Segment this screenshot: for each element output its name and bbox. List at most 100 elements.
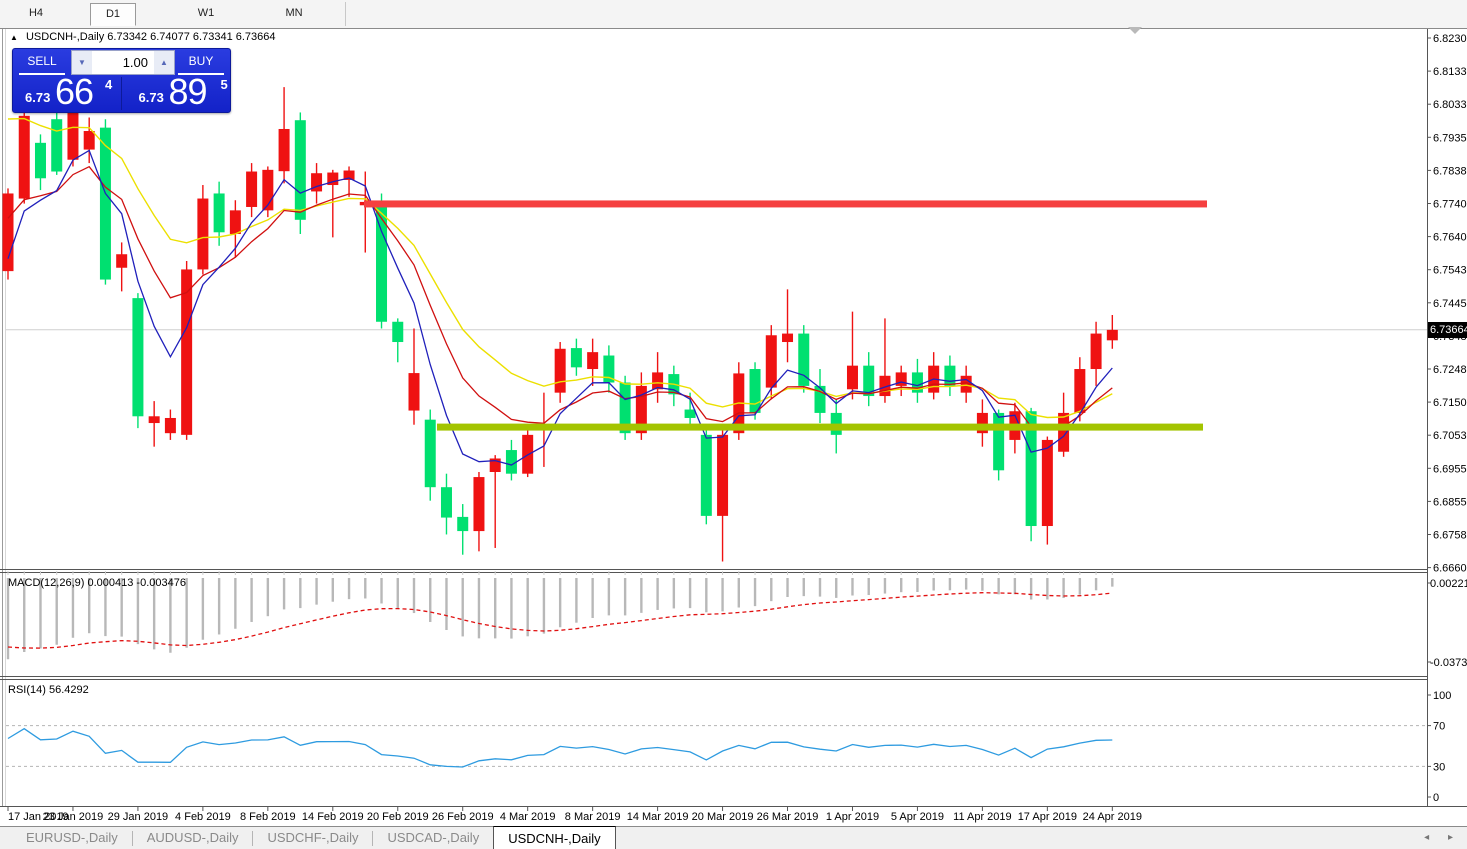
candle-body: [457, 516, 469, 532]
sell-price-button[interactable]: 6.73 66 4: [25, 71, 113, 112]
candle-body: [993, 412, 1005, 471]
date-axis-label: 23 Jan 2019: [43, 811, 104, 823]
period-button-h4[interactable]: H4: [28, 7, 44, 19]
price-axis-label: 6.68555: [1433, 496, 1467, 508]
candle-body: [34, 142, 46, 179]
date-axis-label: 11 Apr 2019: [953, 811, 1012, 823]
volume-control: ▼ 1.00 ▲: [71, 50, 175, 75]
resistance-line[interactable]: [364, 200, 1207, 208]
candle-body: [83, 131, 95, 150]
candle-body: [717, 434, 729, 516]
candle-body: [294, 120, 306, 220]
price-axis-label: 6.67580: [1433, 530, 1467, 542]
toolbar-separator: [345, 2, 346, 26]
volume-decrease-button[interactable]: ▼: [72, 51, 92, 74]
candle-body: [846, 365, 858, 390]
period-button-d1[interactable]: D1: [90, 3, 136, 26]
macd-label: MACD(12,26,9) 0.000413 -0.003476: [8, 577, 186, 589]
candle-body: [278, 128, 290, 172]
candle-body: [554, 348, 566, 393]
rsi-line: [7, 727, 1113, 768]
candle-body: [424, 419, 436, 488]
candle-body: [1090, 333, 1102, 370]
collapse-triangle-icon[interactable]: ▲: [10, 33, 18, 42]
macd-axis-label: -0.037368: [1430, 657, 1467, 669]
macd-axis-label: 0.002212: [1430, 578, 1467, 590]
candle-body: [99, 127, 111, 280]
period-button-w1[interactable]: W1: [197, 7, 215, 19]
price-axis-label: 6.77405: [1433, 199, 1467, 211]
volume-increase-button[interactable]: ▲: [154, 51, 174, 74]
date-axis-label: 20 Feb 2019: [367, 811, 429, 823]
price-axis-label: 6.66605: [1433, 563, 1467, 575]
buy-price-button[interactable]: 6.73 89 5: [138, 71, 228, 112]
candle-body: [408, 373, 420, 411]
support-line[interactable]: [437, 423, 1203, 431]
rsi-axis-label: 30: [1433, 761, 1445, 773]
candle-body: [392, 321, 404, 343]
date-axis-label: 4 Mar 2019: [500, 811, 556, 823]
price-axis-label: 6.79355: [1433, 132, 1467, 144]
period-button-mn[interactable]: MN: [285, 7, 303, 19]
candle-body: [960, 375, 972, 393]
price-axis-label: 6.75430: [1433, 265, 1467, 277]
symbol-tab-usdchf[interactable]: USDCHF-,Daily: [267, 830, 359, 845]
candle-body: [570, 348, 582, 368]
symbol-tab-usdcnh[interactable]: USDCNH-,Daily: [493, 826, 616, 849]
symbol-tab-eurusd[interactable]: EURUSD-,Daily: [26, 830, 118, 845]
rsi-axis-label: 70: [1433, 721, 1445, 733]
candle-body: [700, 434, 712, 516]
price-axis-label: 6.72480: [1433, 364, 1467, 376]
price-axis-label: 6.80330: [1433, 99, 1467, 111]
ma-slow-line: [7, 117, 1113, 419]
date-axis-label: 14 Feb 2019: [302, 811, 364, 823]
symbol-name: USDCNH-,Daily: [25, 31, 105, 43]
candle-body: [343, 170, 355, 180]
volume-input[interactable]: 1.00: [122, 55, 148, 70]
candle-body: [911, 372, 923, 393]
date-axis-label: 17 Jan 2019: [8, 811, 69, 823]
chart-shift-marker-icon[interactable]: [1128, 27, 1142, 34]
macd-signal-line: [7, 592, 1113, 649]
ma-fast-line: [7, 149, 1113, 466]
symbol-tab-usdcad[interactable]: USDCAD-,Daily: [387, 830, 480, 845]
candle-body: [213, 193, 225, 233]
buy-button[interactable]: BUY: [175, 52, 227, 75]
price-axis-label: 6.76405: [1433, 232, 1467, 244]
date-axis-label: 14 Mar 2019: [627, 811, 689, 823]
ma-mid-line: [7, 165, 1113, 430]
candle-body: [765, 335, 777, 388]
candle-body: [895, 372, 907, 386]
candle-body: [440, 487, 452, 518]
candle-body: [229, 210, 241, 234]
date-axis-label: 26 Mar 2019: [757, 811, 819, 823]
candle-body: [1074, 369, 1086, 413]
chart-title: ▲ USDCNH-,Daily 6.73342 6.74077 6.73341 …: [10, 31, 276, 43]
candle-body: [749, 369, 761, 413]
candle-body: [51, 119, 63, 172]
date-axis-label: 24 Apr 2019: [1083, 811, 1142, 823]
candle-body: [197, 198, 209, 270]
candle-body: [1106, 329, 1118, 341]
date-axis-label: 4 Feb 2019: [175, 811, 231, 823]
price-axis-label: 6.71505: [1433, 397, 1467, 409]
price-axis-label: 6.78380: [1433, 165, 1467, 177]
rsi-label: RSI(14) 56.4292: [8, 684, 89, 696]
ohlc-values: 6.73342 6.74077 6.73341 6.73664: [107, 31, 276, 43]
candle-body: [132, 298, 144, 417]
date-axis-label: 8 Mar 2019: [565, 811, 621, 823]
tab-scroll-arrows[interactable]: ◂ ▸: [1424, 832, 1461, 843]
candle-body: [1058, 412, 1070, 452]
candle-body: [376, 204, 388, 322]
candle-body: [976, 412, 988, 434]
one-click-trading-panel: SELL ▼ 1.00 ▲ BUY 6.73 66 4 6.73 89 5: [12, 48, 231, 113]
candle-body: [1041, 439, 1053, 527]
candle-body: [619, 382, 631, 434]
candle-body: [505, 450, 517, 474]
date-axis-label: 5 Apr 2019: [891, 811, 944, 823]
date-axis-label: 20 Mar 2019: [692, 811, 754, 823]
sell-button[interactable]: SELL: [16, 52, 68, 75]
price-axis-label: 6.81330: [1433, 66, 1467, 78]
symbol-tab-audusd[interactable]: AUDUSD-,Daily: [146, 830, 239, 845]
